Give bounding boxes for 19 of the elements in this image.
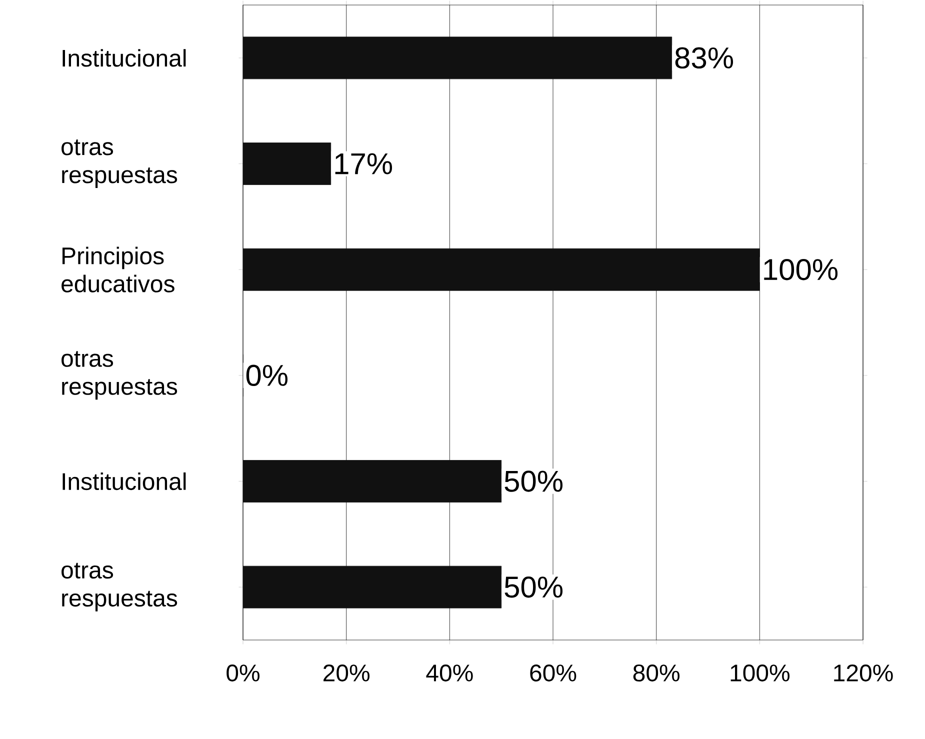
data-label: 83% <box>675 47 734 69</box>
data-label: 50% <box>504 470 563 492</box>
x-tick-label: 120% <box>834 664 893 682</box>
y-tick-label: otras respuestas <box>62 351 178 400</box>
y-tick-label: Institucional <box>62 49 186 67</box>
x-tick-label: 100% <box>730 664 790 682</box>
data-label: 100% <box>764 258 838 280</box>
x-tick-label: 80% <box>633 664 680 682</box>
y-tick-label: otras respuestas <box>62 140 178 188</box>
y-tick-label: Principios educativos <box>62 246 174 292</box>
data-label: 50% <box>504 576 563 598</box>
x-tick-label: 0% <box>226 664 260 682</box>
x-tick-label: 40% <box>426 664 473 682</box>
data-label: 17% <box>335 153 392 174</box>
y-tick-label: otras respuestas <box>62 562 178 612</box>
y-tick-label: Institucional <box>62 472 186 490</box>
x-tick-label: 60% <box>530 664 576 682</box>
data-label: 0% <box>246 364 288 386</box>
x-tick-label: 20% <box>324 664 370 682</box>
